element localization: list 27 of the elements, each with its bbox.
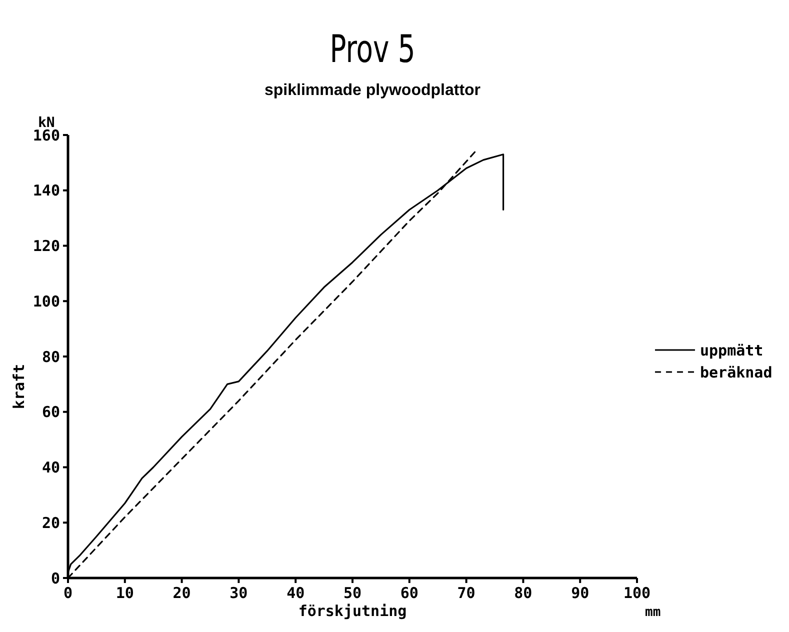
y-tick-label: 60 <box>42 403 60 422</box>
x-tick-label: 20 <box>172 584 191 602</box>
y-tick-label: 0 <box>50 569 60 588</box>
x-tick-label: 70 <box>457 584 476 602</box>
x-tick-label: 50 <box>343 584 362 602</box>
chart-subtitle: spiklimmade plywoodplattor <box>264 82 481 99</box>
y-tick-label: 20 <box>42 514 60 532</box>
x-tick-label: 90 <box>571 584 590 602</box>
y-tick-label: 80 <box>42 348 60 366</box>
chart-title: Prov 5 <box>330 28 416 72</box>
legend-label: beräknad <box>700 363 772 382</box>
x-axis-title: förskjutning <box>298 602 407 620</box>
y-tick-label: 140 <box>32 182 60 200</box>
legend-label: uppmätt <box>700 341 764 360</box>
x-tick-label: 30 <box>230 584 248 602</box>
text: mm <box>645 605 661 620</box>
y-tick-label: 100 <box>32 292 60 310</box>
x-tick-label: 40 <box>286 584 305 602</box>
y-axis-title: kraft <box>10 364 28 410</box>
x-tick-label: 0 <box>63 584 73 602</box>
y-tick-label: 40 <box>42 458 60 476</box>
y-tick-label: 120 <box>32 237 60 255</box>
x-tick-label: 10 <box>116 584 134 602</box>
y-tick-label: 160 <box>32 126 60 144</box>
x-tick-label: 80 <box>514 584 532 602</box>
x-tick-label: 100 <box>623 584 651 602</box>
x-tick-label: 60 <box>400 584 418 602</box>
